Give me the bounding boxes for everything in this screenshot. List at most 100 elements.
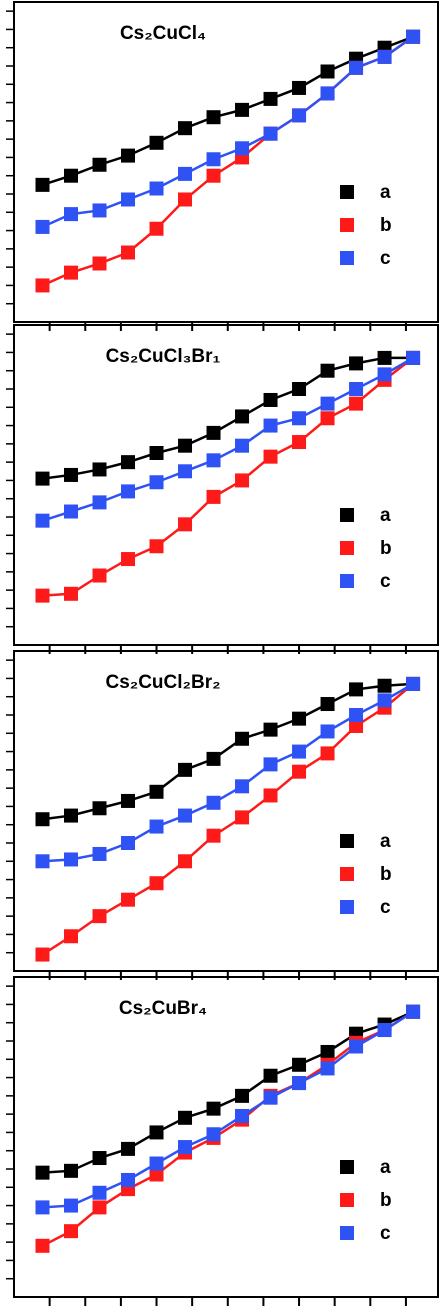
marker — [149, 1156, 164, 1171]
marker — [64, 586, 79, 601]
marker — [263, 126, 278, 141]
marker — [178, 192, 193, 207]
legend-marker — [340, 1193, 354, 1207]
marker — [178, 762, 193, 777]
marker — [35, 278, 50, 293]
marker — [35, 1200, 50, 1215]
legend-marker — [340, 508, 354, 522]
marker — [263, 91, 278, 106]
marker — [64, 1163, 79, 1178]
marker — [178, 166, 193, 181]
marker — [377, 1023, 392, 1038]
marker — [35, 513, 50, 528]
legend-marker — [340, 251, 354, 265]
marker — [349, 396, 364, 411]
marker — [92, 1200, 107, 1215]
marker — [292, 411, 307, 426]
series-line — [42, 356, 414, 480]
legend-marker — [340, 1226, 354, 1240]
marker — [349, 60, 364, 75]
marker — [235, 1108, 250, 1123]
marker — [235, 409, 250, 424]
marker — [292, 382, 307, 396]
marker — [292, 108, 307, 123]
panel-title: Cs₂CuCl₃Br₁ — [106, 346, 221, 367]
marker — [235, 141, 250, 156]
marker — [149, 1167, 164, 1182]
plot-frame — [13, 324, 439, 646]
legend-label: a — [380, 182, 391, 203]
marker — [178, 464, 193, 479]
marker — [149, 135, 164, 150]
marker — [292, 1057, 307, 1072]
marker — [64, 168, 79, 183]
marker — [235, 810, 250, 825]
marker — [121, 793, 136, 808]
panel-title: Cs₂CuCl₄ — [120, 23, 206, 44]
marker — [149, 819, 164, 834]
marker — [35, 177, 50, 192]
marker — [377, 49, 392, 64]
marker — [263, 788, 278, 803]
marker — [263, 392, 278, 407]
marker — [292, 1076, 307, 1091]
marker — [149, 181, 164, 196]
marker — [349, 1039, 364, 1054]
legend-marker — [340, 900, 354, 914]
marker — [121, 245, 136, 260]
marker — [92, 256, 107, 271]
marker — [206, 751, 221, 766]
marker — [320, 697, 335, 712]
marker — [121, 1141, 136, 1156]
marker — [178, 517, 193, 532]
marker — [64, 1198, 79, 1213]
marker — [64, 852, 79, 867]
marker — [121, 192, 136, 207]
marker — [406, 1004, 421, 1019]
marker — [92, 1151, 107, 1166]
marker — [149, 539, 164, 554]
marker — [35, 947, 50, 962]
marker — [206, 795, 221, 810]
marker — [92, 1185, 107, 1200]
marker — [320, 746, 335, 761]
plot-frame — [13, 1, 439, 323]
marker — [377, 367, 392, 382]
legend-marker — [340, 218, 354, 232]
marker — [320, 724, 335, 739]
marker — [292, 764, 307, 779]
marker — [206, 828, 221, 843]
marker — [121, 484, 136, 499]
marker — [377, 693, 392, 708]
marker — [35, 854, 50, 869]
marker — [149, 1125, 164, 1140]
marker — [292, 80, 307, 95]
marker — [349, 382, 364, 396]
marker — [349, 718, 364, 733]
marker — [64, 1224, 79, 1239]
legend-label: c — [380, 248, 391, 269]
marker — [121, 1172, 136, 1187]
legend-label: a — [380, 1157, 391, 1178]
marker — [292, 435, 307, 450]
plot-frame — [13, 976, 439, 1298]
marker — [320, 1061, 335, 1076]
marker — [178, 1110, 193, 1125]
marker — [377, 678, 392, 693]
marker — [406, 676, 421, 691]
marker — [263, 418, 278, 433]
marker — [320, 396, 335, 411]
marker — [92, 801, 107, 816]
marker — [121, 455, 136, 470]
marker — [206, 1127, 221, 1142]
legend-marker — [340, 541, 354, 555]
marker — [92, 203, 107, 218]
marker — [406, 29, 421, 44]
marker — [149, 221, 164, 236]
marker — [206, 489, 221, 504]
marker — [35, 219, 50, 234]
legend-label: c — [380, 1223, 391, 1244]
marker — [235, 473, 250, 488]
legend-marker — [340, 834, 354, 848]
marker — [178, 854, 193, 869]
